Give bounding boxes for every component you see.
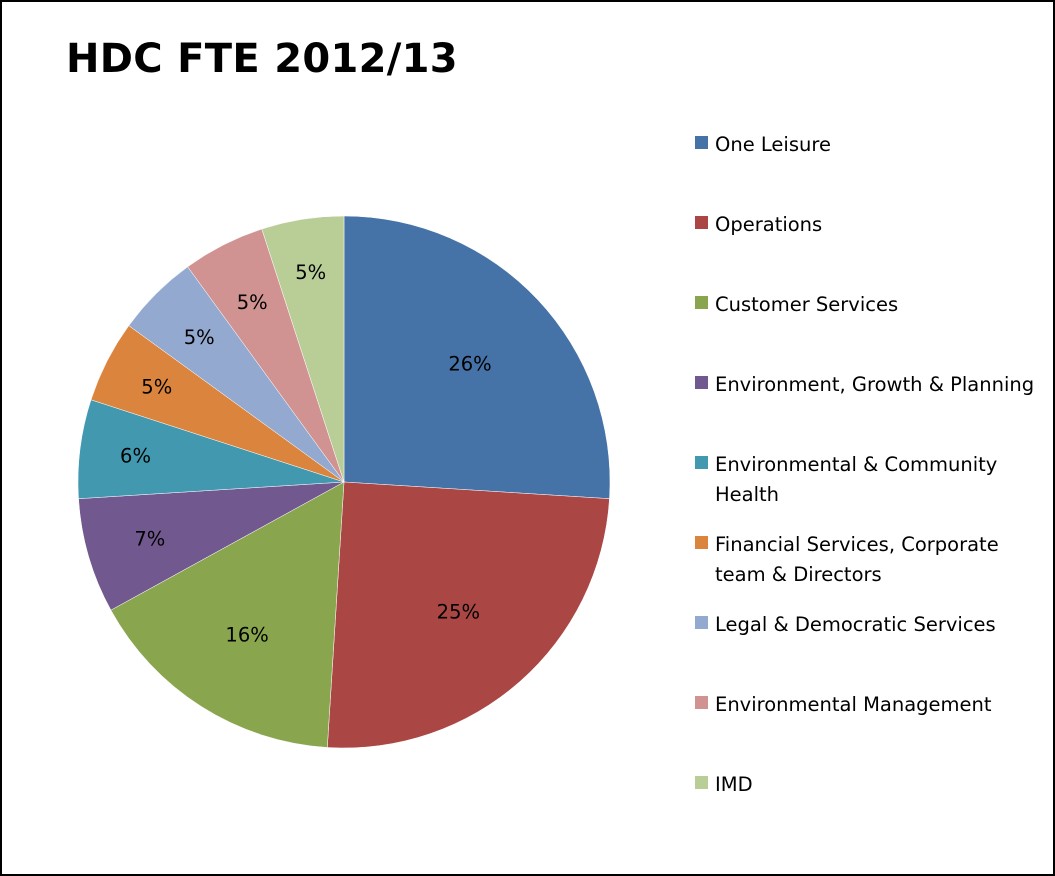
pie-slice-imd (261, 215, 345, 483)
slice-data-label: 25% (437, 601, 480, 624)
slice-data-label: 16% (225, 624, 268, 647)
slice-data-label: 26% (448, 353, 491, 376)
slice-data-label: 5% (237, 291, 268, 314)
slice-data-label: 6% (120, 445, 151, 468)
pie-slice-one-leisure (343, 215, 611, 499)
pie-slice-operations (327, 481, 610, 749)
chart-title: HDC FTE 2012/13 (66, 36, 458, 82)
slice-data-label: 5% (141, 376, 172, 399)
slice-data-label: 5% (184, 326, 215, 349)
slice-data-label: 7% (134, 527, 165, 550)
pie-slice-customer-services (110, 481, 345, 748)
slice-data-label: 5% (295, 261, 326, 284)
pie-slice-environment-growth-planning (78, 481, 345, 611)
